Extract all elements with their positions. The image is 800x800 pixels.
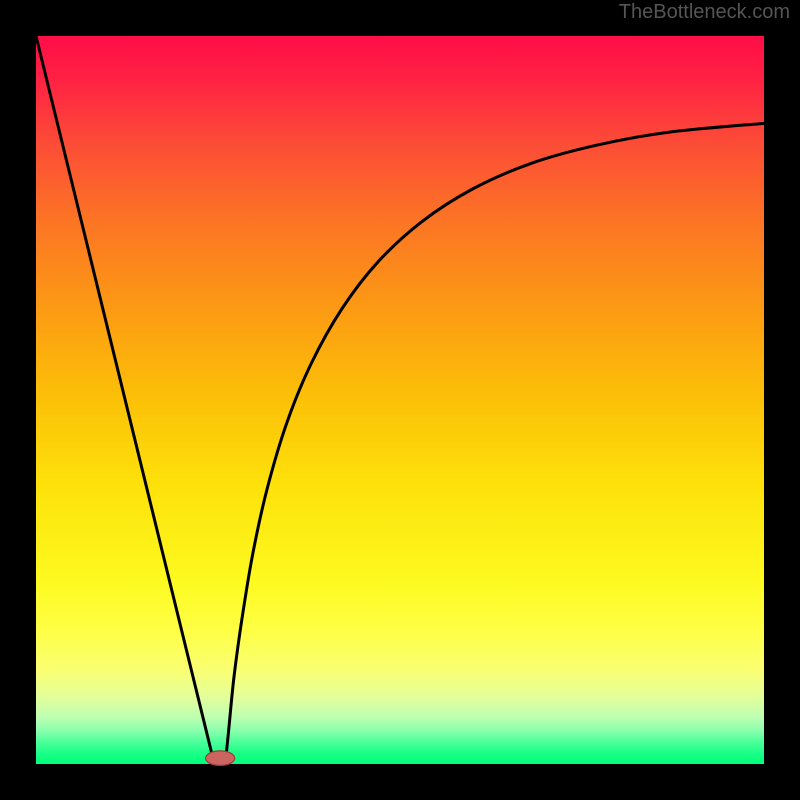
watermark-label: TheBottleneck.com <box>619 1 790 24</box>
chart-container: TheBottleneck.com <box>0 0 800 800</box>
gradient-background <box>36 36 764 764</box>
minimum-marker <box>206 751 235 766</box>
bottleneck-chart <box>0 0 800 800</box>
